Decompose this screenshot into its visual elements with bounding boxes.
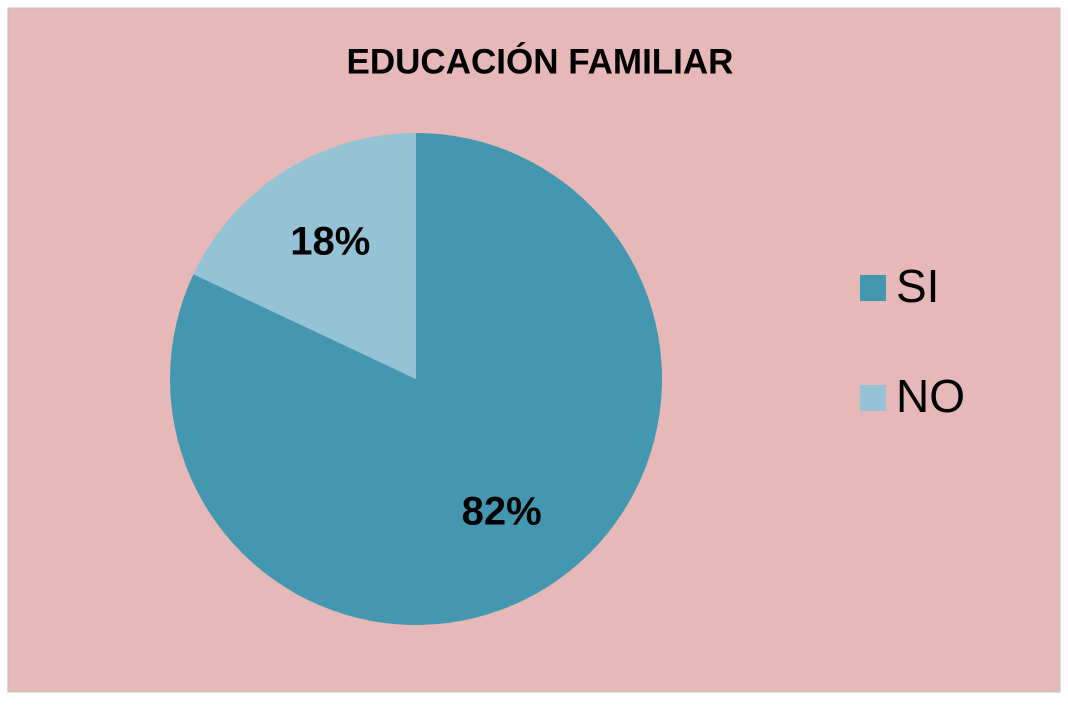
legend-swatch [860,385,886,411]
legend-label: NO [896,370,965,422]
chart-title: EDUCACIÓN FAMILIAR [347,41,734,81]
data-label: 82% [462,490,542,534]
pie-slice [193,132,416,379]
pie-slice [170,133,663,626]
legend-swatch [860,275,886,301]
data-label: 18% [290,220,370,264]
legend-label: SI [896,260,939,312]
